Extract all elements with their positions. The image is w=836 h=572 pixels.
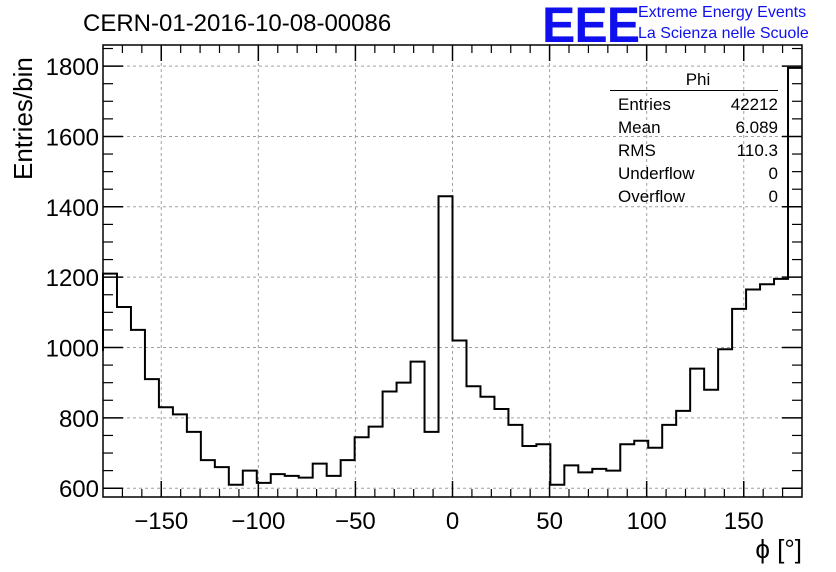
x-tick-label: −150 [134,508,188,535]
y-tick-label: 1200 [46,265,99,292]
stats-row-label: Underflow [618,164,695,183]
stats-row-value: 42212 [730,95,778,114]
x-tick-label: 150 [724,508,764,535]
y-tick-label: 1400 [46,195,99,222]
stats-row: RMS 110.3 [610,139,778,162]
y-tick-label: 800 [59,406,99,433]
run-title: CERN-01-2016-10-08-00086 [83,10,392,37]
stats-row-label: Mean [618,118,661,137]
stats-row: Overflow 0 [610,185,778,208]
stats-row: Mean 6.089 [610,116,778,139]
stats-row-label: RMS [618,141,656,160]
x-tick-label: 100 [627,508,667,535]
stats-row-label: Entries [618,95,671,114]
axis-tick-labels: −150 −100 −50 0 50 100 150 600 800 1000 1200 1400 16… [46,54,764,535]
eee-logo: EEE [542,0,640,53]
x-tick-label: −50 [335,508,376,535]
y-tick-label: 600 [59,476,99,503]
y-tick-label: 1600 [46,124,99,151]
x-tick-label: 0 [446,508,459,535]
axis-ticks [103,45,802,497]
eee-logo-line1: Extreme Energy Events [638,4,807,21]
stats-row: Underflow 0 [610,162,778,185]
y-axis-label: Entries/bin [8,57,38,180]
histogram-outline [102,66,802,486]
stats-row-label: Overflow [618,187,686,206]
y-tick-label: 1000 [46,336,99,363]
x-tick-label: 50 [536,508,563,535]
stats-row-value: 110.3 [736,141,778,160]
stats-row: Entries 42212 [610,93,778,116]
stats-rows: Entries 42212 Mean 6.089 RMS 110.3 Underflow 0 O… [610,91,778,208]
stats-row-value: 0 [768,187,778,206]
stats-row-value: 0 [768,164,778,183]
x-tick-label: −100 [231,508,285,535]
x-axis-label: ϕ [°] [755,534,802,564]
y-tick-label: 1800 [46,54,99,81]
stats-row-value: 6.089 [735,118,778,137]
stats-title: Phi [610,70,778,91]
eee-logo-line2: La Scienza nelle Scuole [638,25,809,42]
stats-box: Phi Entries 42212 Mean 6.089 RMS 110.3 Underfl… [610,70,778,208]
